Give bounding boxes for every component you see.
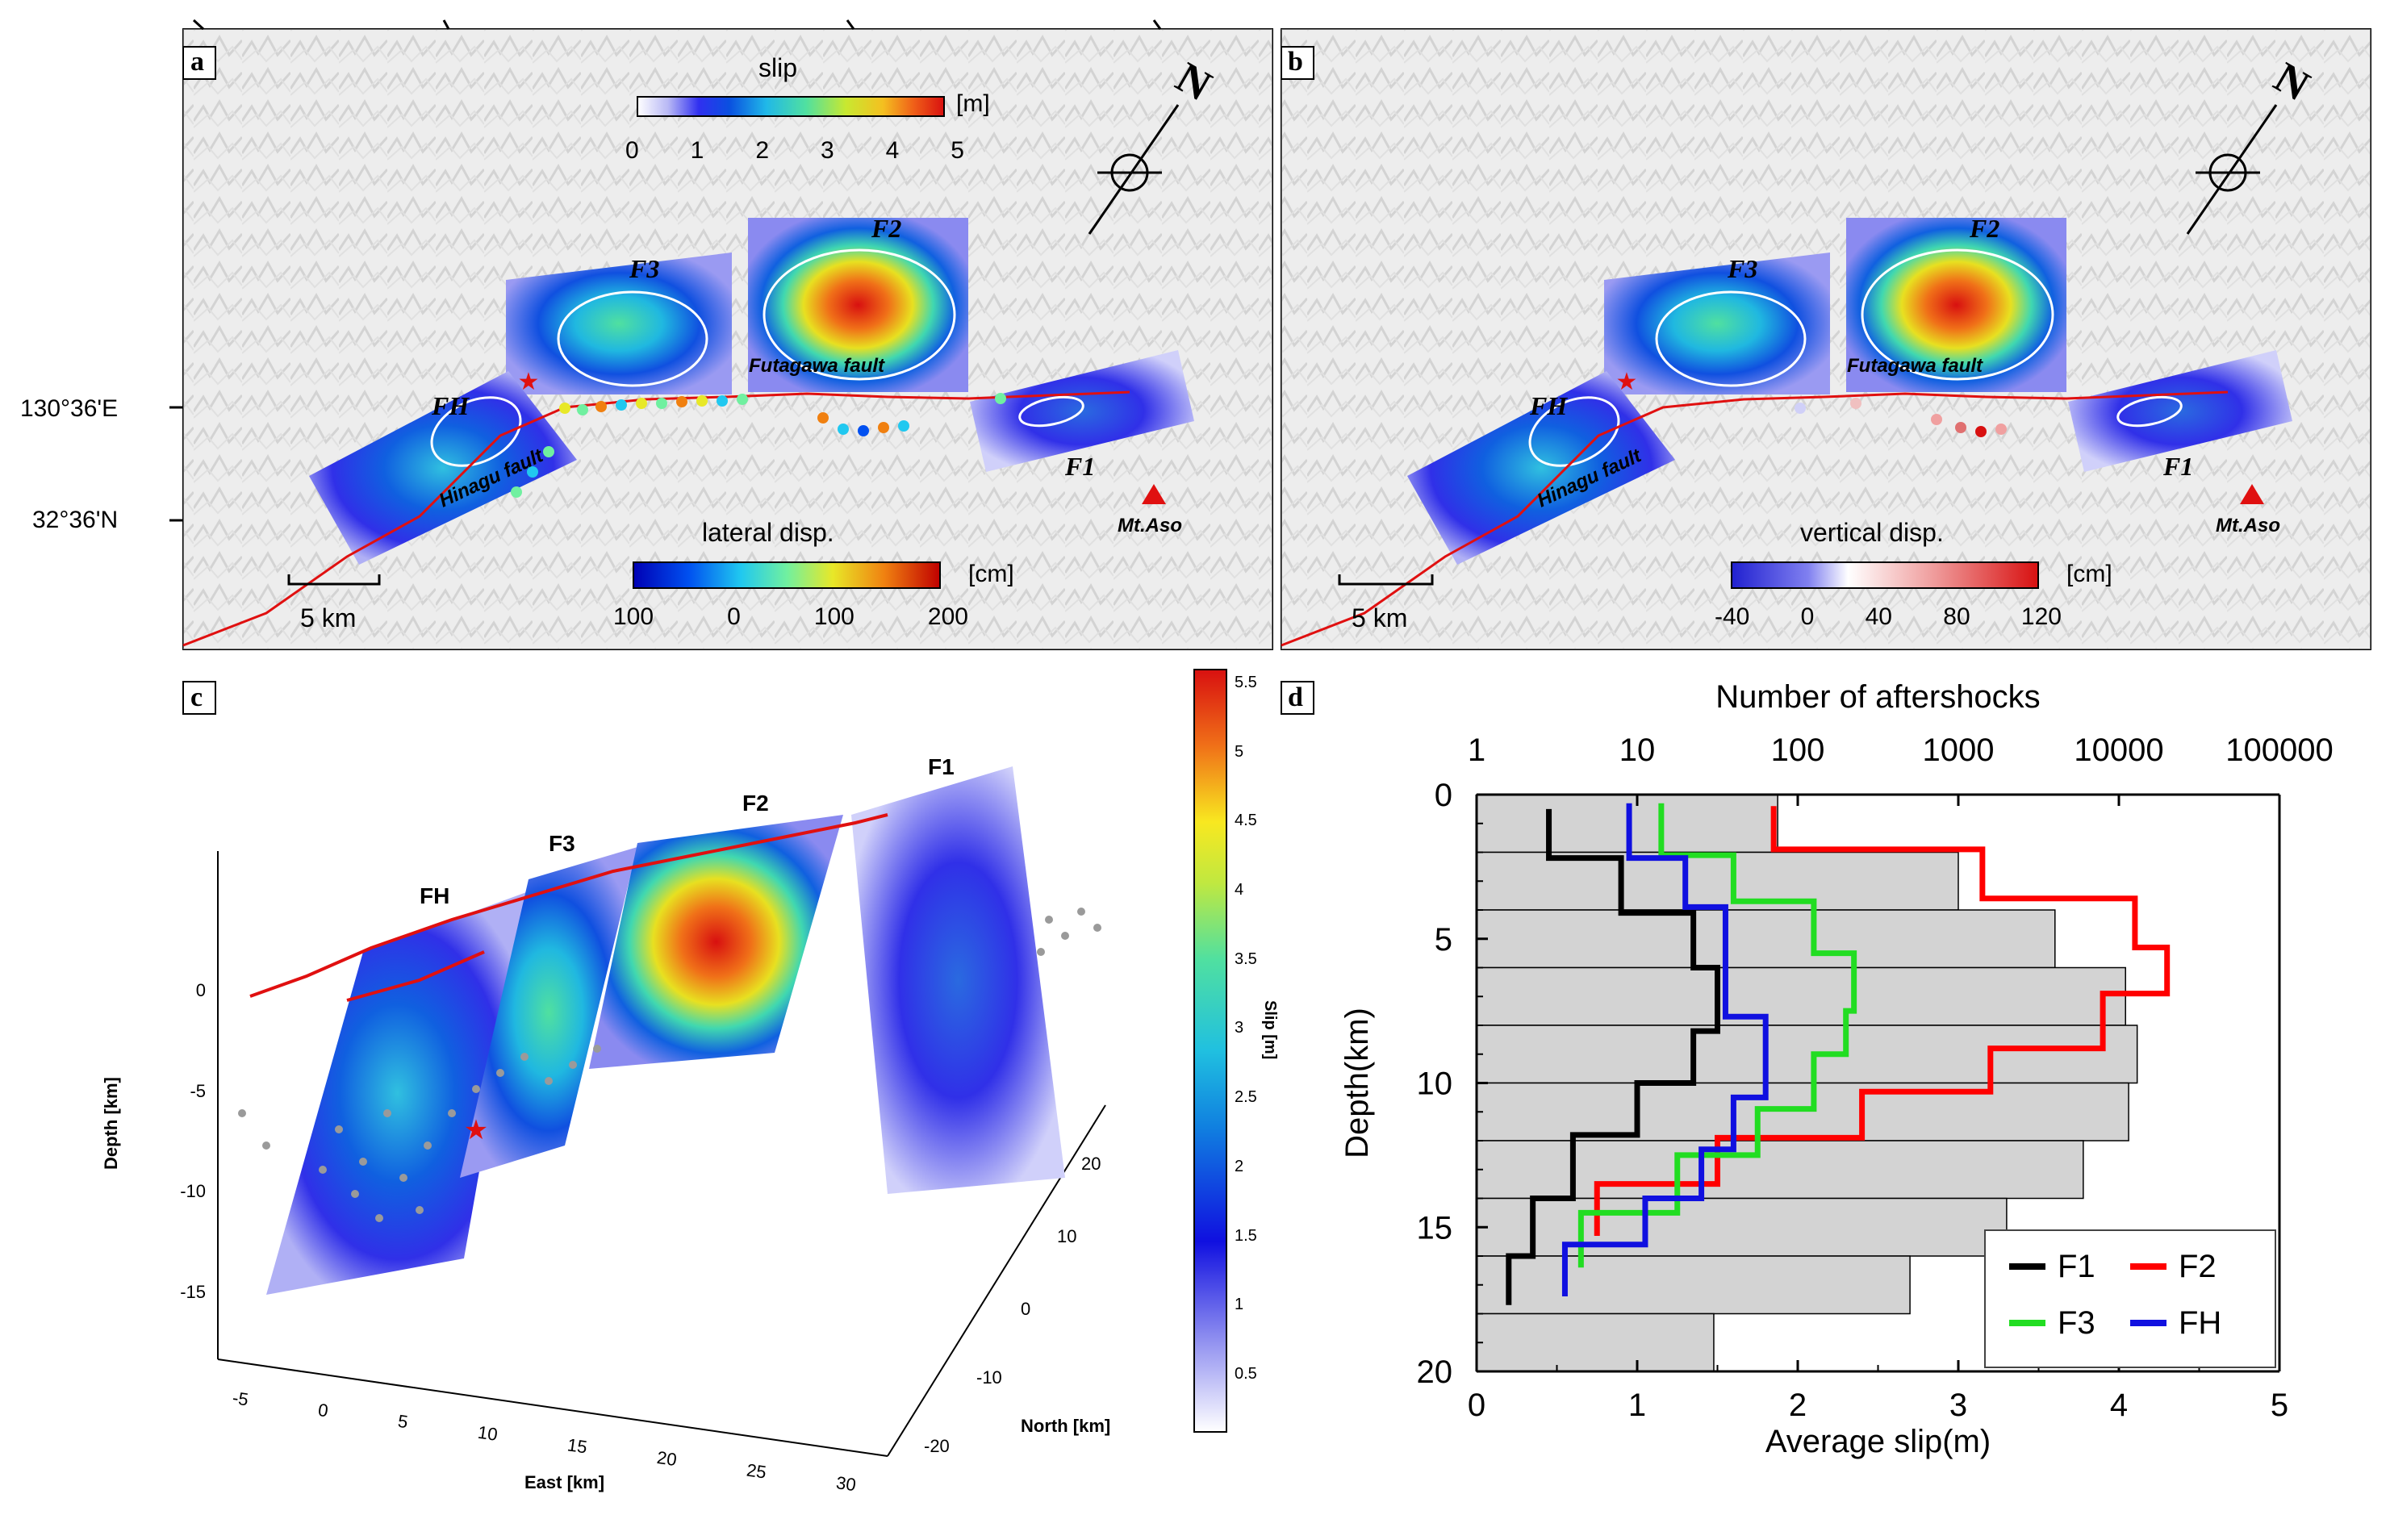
y-tick-label: 10 xyxy=(1417,1066,1453,1102)
y-axis-title: Depth(km) xyxy=(1339,1008,1375,1158)
x-tick-label: 3 xyxy=(1949,1388,1967,1423)
fault-trace-a xyxy=(182,390,1130,647)
series-line-FH xyxy=(1561,803,1769,1297)
slip-colorbar-c xyxy=(1193,669,1227,1433)
x-tick-label: 5 xyxy=(2271,1388,2288,1423)
histogram-bar xyxy=(1476,966,2126,1026)
legend-box xyxy=(1984,1229,2276,1368)
fault-trace-b xyxy=(1281,390,2229,647)
y-tick-label: 20 xyxy=(1417,1354,1453,1390)
y-tick-label: 5 xyxy=(1435,922,1452,958)
patch-F3-b xyxy=(1604,252,1830,394)
histogram-bar xyxy=(1476,1025,2138,1084)
top-x-tick-label: 100000 xyxy=(2225,732,2333,768)
panel-c-axes xyxy=(217,851,1106,1457)
y-tick-label: 15 xyxy=(1417,1210,1453,1246)
y-tick-label: 0 xyxy=(1435,778,1452,813)
legend-label-F3: F3 xyxy=(2058,1305,2095,1341)
patch-F1-c xyxy=(851,766,1065,1194)
x-tick-label: 4 xyxy=(2110,1388,2128,1423)
epicenter-star-b: ★ xyxy=(1616,369,1638,395)
histogram-bar xyxy=(1476,1140,2084,1200)
north-arrow-a xyxy=(1088,104,1180,235)
legend-label-F2: F2 xyxy=(2179,1249,2217,1284)
top-x-tick-label: 1000 xyxy=(1923,732,1995,768)
histogram-bar xyxy=(1476,851,1959,911)
series-line-F3 xyxy=(1577,803,1857,1268)
top-x-tick-label: 1 xyxy=(1468,732,1485,768)
histogram-bar xyxy=(1476,1255,1911,1315)
histogram-bar xyxy=(1476,1197,2008,1257)
displacement-dots-b xyxy=(1795,398,2007,437)
lateral-colorbar xyxy=(633,561,941,589)
series-line-F1 xyxy=(1506,808,1720,1305)
slip-colorbar-a xyxy=(637,96,945,117)
histogram-bar xyxy=(1476,1313,1715,1372)
top-x-tick-label: 100 xyxy=(1771,732,1825,768)
patch-FH-a xyxy=(309,371,577,565)
patch-F3-a xyxy=(506,252,732,394)
volcano-marker-a xyxy=(1142,484,1166,504)
north-arrow-b xyxy=(2186,104,2278,235)
legend-label-F1: F1 xyxy=(2058,1249,2095,1284)
patch-FH-c xyxy=(266,891,529,1295)
histogram-bar xyxy=(1476,1082,2129,1141)
x-tick-label: 0 xyxy=(1468,1388,1485,1423)
series-line-F2 xyxy=(1594,806,2171,1236)
top-x-axis-title: Number of aftershocks xyxy=(1715,679,2040,715)
patch-F2-c xyxy=(589,815,843,1069)
x-tick-label: 1 xyxy=(1628,1388,1646,1423)
slip-patches-a xyxy=(309,218,1194,565)
legend-label-FH: FH xyxy=(2179,1305,2221,1341)
top-x-tick-label: 10000 xyxy=(2074,732,2163,768)
x-tick-label: 2 xyxy=(1789,1388,1807,1423)
panel-c-patches xyxy=(266,766,1065,1295)
fault-trace-c xyxy=(249,813,888,998)
patch-F3-c xyxy=(460,847,637,1178)
top-x-tick-label: 10 xyxy=(1619,732,1656,768)
epicenter-star-a: ★ xyxy=(518,369,540,395)
patch-FH-b xyxy=(1407,371,1675,565)
aftershock-cloud-c xyxy=(238,908,1101,1222)
vertical-colorbar xyxy=(1731,561,2039,589)
volcano-marker-b xyxy=(2240,484,2264,504)
displacement-dots-a xyxy=(511,393,1006,498)
x-axis-title: Average slip(m) xyxy=(1765,1424,1991,1459)
slip-patches-b xyxy=(1407,218,2292,565)
epicenter-star-c: ★ xyxy=(464,1115,488,1146)
histogram-bar xyxy=(1476,909,2056,969)
